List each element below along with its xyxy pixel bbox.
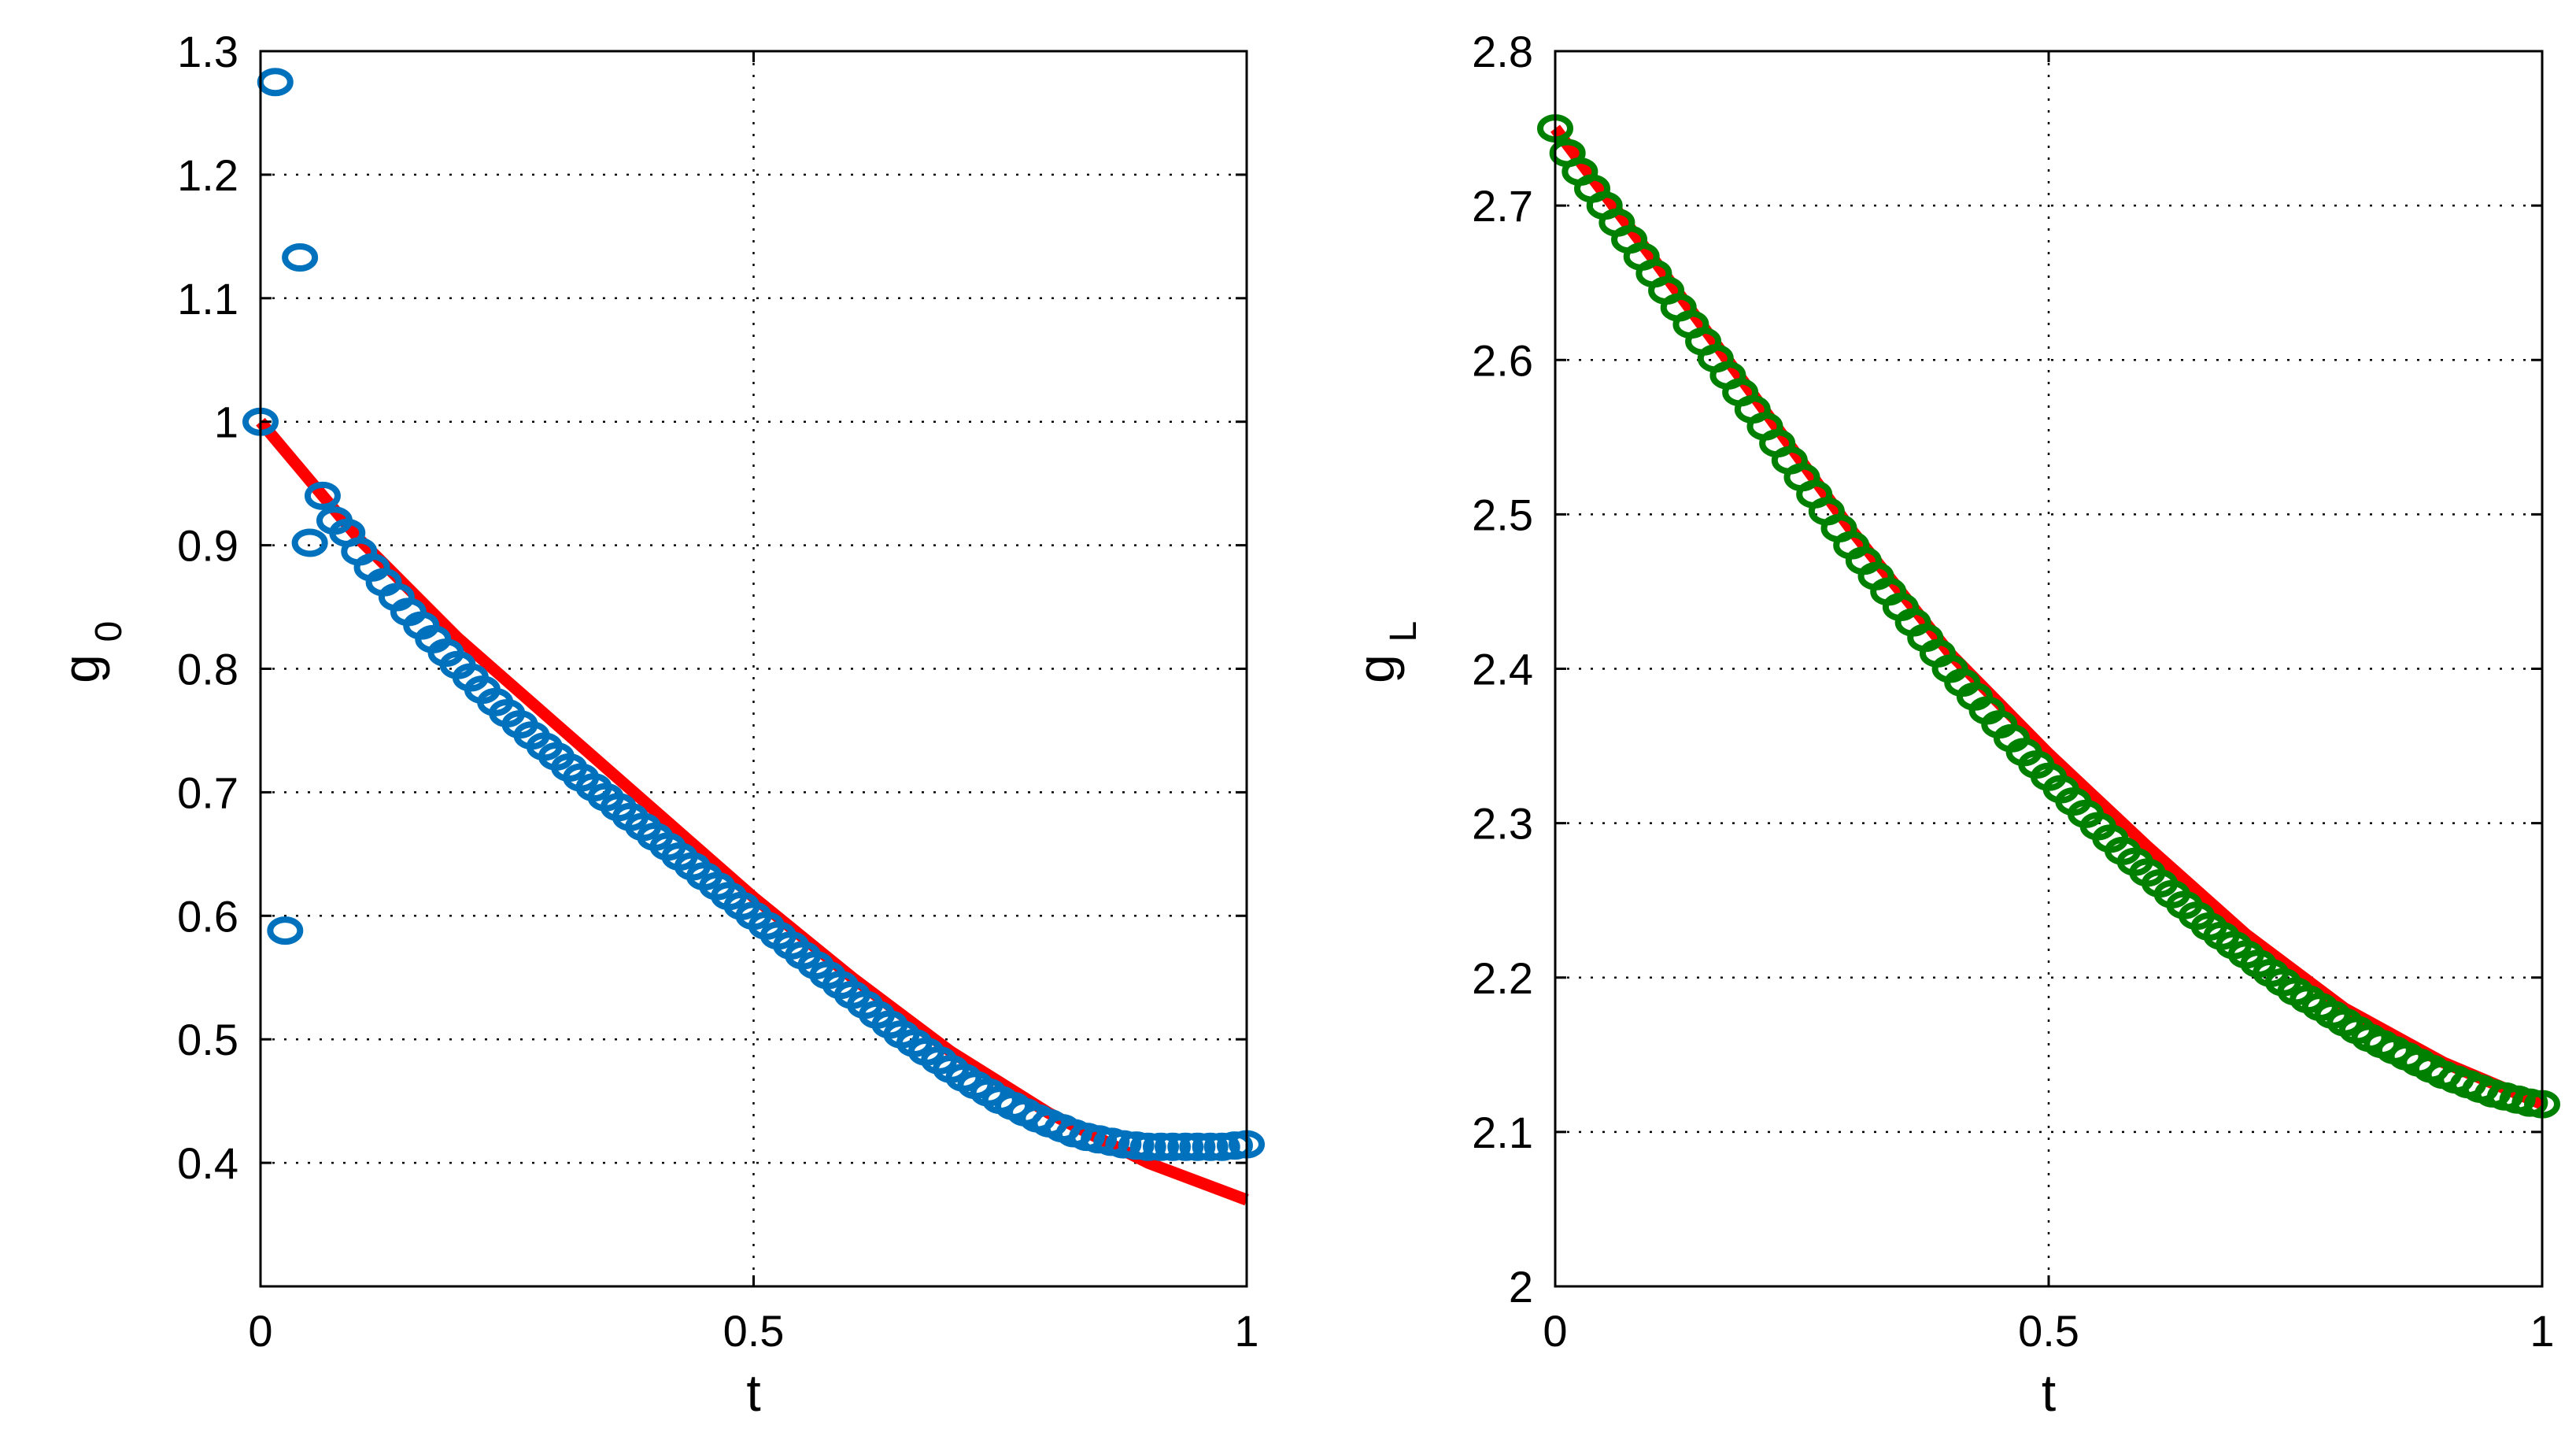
y-tick-label: 1.3	[177, 27, 238, 76]
y-tick-label: 0.7	[177, 768, 238, 817]
y-tick-label: 2.5	[1472, 490, 1533, 539]
data-point	[1167, 1132, 1204, 1161]
x-tick-label: 0	[248, 1306, 272, 1356]
y-axis-label: gL	[1347, 621, 1425, 683]
y-tick-label: 2.2	[1472, 953, 1533, 1003]
data-point	[282, 243, 319, 272]
x-tick-label: 0.5	[2018, 1306, 2079, 1356]
data-point	[1192, 1132, 1229, 1161]
y-axis-label-main: g	[52, 654, 110, 683]
x-tick-label: 0.5	[723, 1306, 785, 1356]
y-tick-label: 2.3	[1472, 799, 1533, 849]
data-point	[1155, 1132, 1192, 1161]
y-tick-label: 2.7	[1472, 181, 1533, 231]
x-tick-label: 1	[2530, 1306, 2554, 1356]
y-tick-label: 2.4	[1472, 645, 1533, 694]
y-tick-label: 0.6	[177, 891, 238, 941]
data-point	[1179, 1132, 1216, 1161]
chart-gL-vs-t: 2 2.1 2.2 2.3 2.4 2.5 2.6 2.7 2.8 0 0.5 1 t gL	[1347, 27, 2560, 1422]
y-axis-label: g0	[52, 621, 130, 683]
y-axis-label-subscript: 0	[88, 621, 130, 642]
x-axis-label: t	[746, 1364, 760, 1422]
y-tick-label: 2.1	[1472, 1108, 1533, 1157]
y-axis-label-main: g	[1347, 654, 1405, 683]
y-tick-label: 2.8	[1472, 27, 1533, 76]
y-tick-label: 0.8	[177, 645, 238, 694]
y-tick-label: 0.5	[177, 1015, 238, 1064]
x-axis-label: t	[2042, 1364, 2056, 1422]
data-point	[291, 528, 328, 557]
y-tick-label: 1	[214, 398, 238, 447]
y-tick-label: 2	[1509, 1262, 1533, 1312]
y-tick-label: 0.4	[177, 1138, 238, 1188]
data-point	[1129, 1132, 1166, 1161]
y-axis-label-subscript: L	[1383, 621, 1425, 642]
y-tick-label: 2.6	[1472, 335, 1533, 385]
y-tick-label: 1.2	[177, 150, 238, 200]
data-point	[267, 916, 304, 945]
x-tick-label: 1	[1234, 1306, 1258, 1356]
x-tick-label: 0	[1543, 1306, 1567, 1356]
data-point	[1142, 1132, 1179, 1161]
y-tick-label: 1.1	[177, 274, 238, 324]
y-tick-label: 0.9	[177, 521, 238, 571]
data-point	[304, 481, 341, 510]
